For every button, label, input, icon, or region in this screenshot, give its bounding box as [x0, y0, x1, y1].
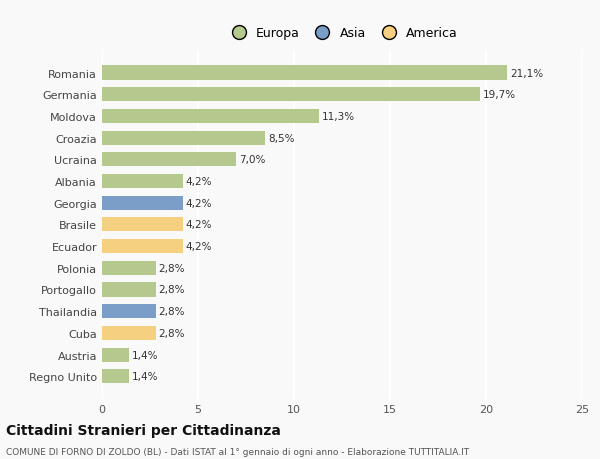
Text: 19,7%: 19,7%: [483, 90, 516, 100]
Text: 1,4%: 1,4%: [132, 371, 158, 381]
Text: 2,8%: 2,8%: [158, 328, 185, 338]
Bar: [102, 88, 480, 102]
Text: 4,2%: 4,2%: [185, 241, 212, 252]
Text: 11,3%: 11,3%: [322, 112, 355, 122]
Text: COMUNE DI FORNO DI ZOLDO (BL) - Dati ISTAT al 1° gennaio di ogni anno - Elaboraz: COMUNE DI FORNO DI ZOLDO (BL) - Dati IST…: [6, 448, 469, 456]
Bar: [102, 196, 182, 210]
Text: 2,8%: 2,8%: [158, 285, 185, 295]
Text: 8,5%: 8,5%: [268, 133, 295, 143]
Text: 2,8%: 2,8%: [158, 307, 185, 317]
Text: Cittadini Stranieri per Cittadinanza: Cittadini Stranieri per Cittadinanza: [6, 423, 281, 437]
Bar: [102, 110, 319, 124]
Bar: [102, 348, 129, 362]
Bar: [102, 131, 265, 146]
Bar: [102, 304, 156, 319]
Bar: [102, 67, 507, 80]
Bar: [102, 174, 182, 189]
Legend: Europa, Asia, America: Europa, Asia, America: [221, 22, 463, 45]
Bar: [102, 283, 156, 297]
Text: 4,2%: 4,2%: [185, 198, 212, 208]
Text: 4,2%: 4,2%: [185, 177, 212, 187]
Text: 21,1%: 21,1%: [510, 68, 543, 78]
Text: 4,2%: 4,2%: [185, 220, 212, 230]
Bar: [102, 153, 236, 167]
Text: 7,0%: 7,0%: [239, 155, 266, 165]
Text: 2,8%: 2,8%: [158, 263, 185, 273]
Bar: [102, 261, 156, 275]
Text: 1,4%: 1,4%: [132, 350, 158, 360]
Bar: [102, 218, 182, 232]
Bar: [102, 369, 129, 383]
Bar: [102, 326, 156, 340]
Bar: [102, 240, 182, 253]
